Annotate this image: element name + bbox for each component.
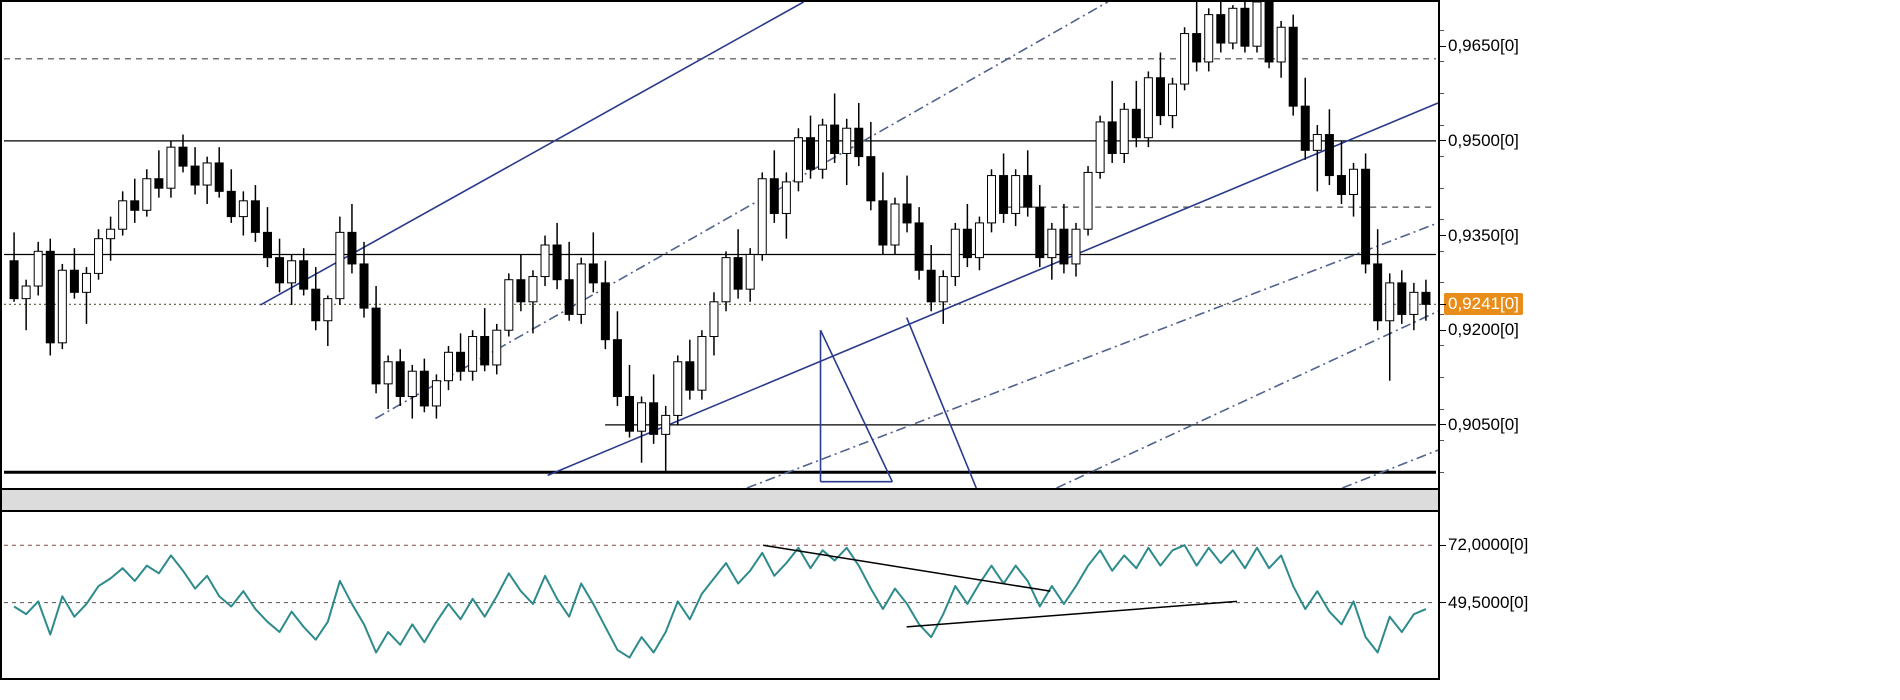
current-price-label: 0,9241[0] [1444, 293, 1523, 315]
price-chart-svg [2, 2, 1438, 488]
chart-container: 0,9650[0] 0,9500[0] 0,9350[0] 0,9241[0] 0,92… [0, 0, 1900, 700]
price-panel[interactable] [0, 0, 1440, 490]
y-axis-indicator-label: 72,0000[0] [1448, 535, 1528, 555]
y-axis-price-label: 0,9200[0] [1448, 320, 1519, 340]
indicator-chart-svg [2, 512, 1438, 678]
y-axis-price-label: 0,9050[0] [1448, 415, 1519, 435]
panel-gap [0, 490, 1440, 510]
y-axis: 0,9650[0] 0,9500[0] 0,9350[0] 0,9241[0] 0,92… [1440, 0, 1560, 700]
y-axis-price-label: 0,9500[0] [1448, 131, 1519, 151]
indicator-panel[interactable] [0, 510, 1440, 680]
y-axis-indicator-label: 49,5000[0] [1448, 593, 1528, 613]
y-axis-price-label: 0,9650[0] [1448, 36, 1519, 56]
y-axis-price-label: 0,9350[0] [1448, 226, 1519, 246]
